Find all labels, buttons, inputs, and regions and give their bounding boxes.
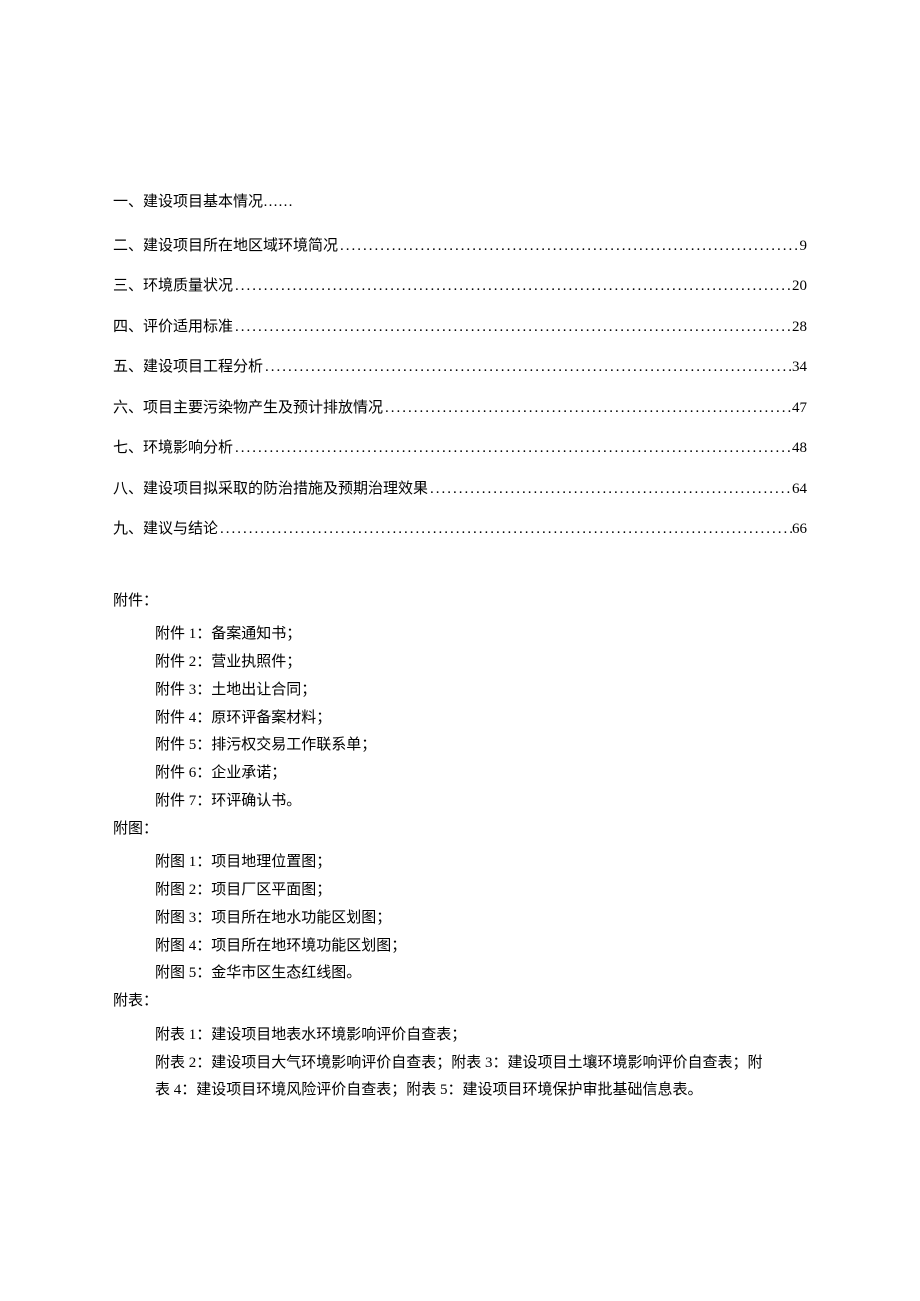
- toc-entry-3: 三、环境质量状况 20: [113, 274, 807, 300]
- attachments-section: 附件： 附件 1：备案通知书； 附件 2：营业执照件； 附件 3：土地出让合同；…: [113, 588, 807, 816]
- figure-item: 附图 4：项目所在地环境功能区划图；: [155, 933, 807, 961]
- figure-item: 附图 3：项目所在地水功能区划图；: [155, 905, 807, 933]
- toc-entry-2: 二、建设项目所在地区域环境简况 9: [113, 234, 807, 260]
- toc-dots: [218, 517, 792, 543]
- toc-page: 34: [792, 355, 807, 381]
- toc-label: 三、环境质量状况: [113, 274, 233, 300]
- toc-page: 9: [800, 234, 808, 260]
- toc-page: 66: [792, 517, 807, 543]
- toc-dots: [338, 234, 799, 260]
- toc-label: 六、项目主要污染物产生及预计排放情况: [113, 396, 383, 422]
- table-of-contents: 一、建设项目基本情况…… 二、建设项目所在地区域环境简况 9 三、环境质量状况 …: [113, 190, 807, 543]
- toc-entry-7: 七、环境影响分析 48: [113, 436, 807, 462]
- attachment-item: 附件 3：土地出让合同；: [155, 677, 807, 705]
- toc-label: 八、建设项目拟采取的防治措施及预期治理效果: [113, 477, 428, 503]
- toc-page: 48: [792, 436, 807, 462]
- attachment-item: 附件 2：营业执照件；: [155, 649, 807, 677]
- toc-entry-9: 九、建议与结论 66: [113, 517, 807, 543]
- toc-label: 四、评价适用标准: [113, 315, 233, 341]
- toc-label: 二、建设项目所在地区域环境简况: [113, 234, 338, 260]
- toc-entry-8: 八、建设项目拟采取的防治措施及预期治理效果 64: [113, 477, 807, 503]
- toc-dots: [263, 355, 792, 381]
- toc-entry-6: 六、项目主要污染物产生及预计排放情况 47: [113, 396, 807, 422]
- toc-page: 47: [792, 396, 807, 422]
- attachment-item: 附件 5：排污权交易工作联系单；: [155, 732, 807, 760]
- toc-label: 一、建设项目基本情况……: [113, 194, 293, 210]
- toc-label: 九、建议与结论: [113, 517, 218, 543]
- tables-section: 附表： 附表 1：建设项目地表水环境影响评价自查表； 附表 2：建设项目大气环境…: [113, 988, 807, 1105]
- table-item: 附表 2：建设项目大气环境影响评价自查表；附表 3：建设项目土壤环境影响评价自查…: [155, 1050, 807, 1078]
- figure-item: 附图 5：金华市区生态红线图。: [155, 960, 807, 988]
- toc-dots: [383, 396, 792, 422]
- toc-page: 20: [792, 274, 807, 300]
- attachments-header: 附件：: [113, 588, 807, 616]
- attachment-item: 附件 7：环评确认书。: [155, 788, 807, 816]
- tables-header: 附表：: [113, 988, 807, 1016]
- table-item: 附表 1：建设项目地表水环境影响评价自查表；: [155, 1022, 807, 1050]
- attachment-item: 附件 1：备案通知书；: [155, 621, 807, 649]
- toc-label: 七、环境影响分析: [113, 436, 233, 462]
- toc-entry-1: 一、建设项目基本情况……: [113, 190, 807, 216]
- toc-dots: [233, 274, 792, 300]
- figures-section: 附图： 附图 1：项目地理位置图； 附图 2：项目厂区平面图； 附图 3：项目所…: [113, 816, 807, 989]
- attachments-list: 附件 1：备案通知书； 附件 2：营业执照件； 附件 3：土地出让合同； 附件 …: [113, 621, 807, 815]
- figure-item: 附图 2：项目厂区平面图；: [155, 877, 807, 905]
- toc-dots: [233, 436, 792, 462]
- table-item: 表 4：建设项目环境风险评价自查表；附表 5：建设项目环境保护审批基础信息表。: [155, 1077, 807, 1105]
- toc-dots: [428, 477, 792, 503]
- figure-item: 附图 1：项目地理位置图；: [155, 849, 807, 877]
- figures-header: 附图：: [113, 816, 807, 844]
- toc-page: 28: [792, 315, 807, 341]
- figures-list: 附图 1：项目地理位置图； 附图 2：项目厂区平面图； 附图 3：项目所在地水功…: [113, 849, 807, 988]
- toc-page: 64: [792, 477, 807, 503]
- toc-label: 五、建设项目工程分析: [113, 355, 263, 381]
- toc-entry-4: 四、评价适用标准 28: [113, 315, 807, 341]
- tables-list: 附表 1：建设项目地表水环境影响评价自查表； 附表 2：建设项目大气环境影响评价…: [113, 1022, 807, 1105]
- toc-entry-5: 五、建设项目工程分析 34: [113, 355, 807, 381]
- attachment-item: 附件 6：企业承诺；: [155, 760, 807, 788]
- toc-dots: [233, 315, 792, 341]
- attachment-item: 附件 4：原环评备案材料；: [155, 705, 807, 733]
